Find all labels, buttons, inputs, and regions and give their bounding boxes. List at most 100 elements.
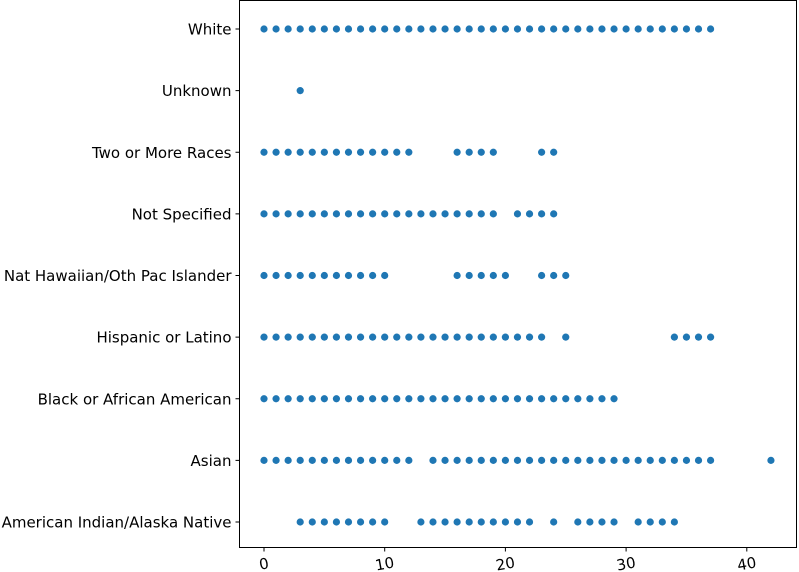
data-point xyxy=(646,456,654,464)
data-point xyxy=(393,456,401,464)
data-point xyxy=(260,148,268,156)
data-point xyxy=(489,25,497,33)
data-point xyxy=(429,25,437,33)
data-point xyxy=(489,271,497,280)
data-point xyxy=(489,210,497,218)
data-point xyxy=(284,395,292,403)
data-point xyxy=(453,25,461,33)
data-point xyxy=(441,210,449,218)
data-point xyxy=(465,148,473,156)
data-point xyxy=(429,333,437,341)
data-point xyxy=(308,456,316,464)
data-point xyxy=(574,456,582,464)
data-point xyxy=(332,518,341,526)
data-point xyxy=(429,395,437,403)
data-point xyxy=(453,518,461,526)
data-point xyxy=(393,148,401,156)
data-point xyxy=(260,395,268,403)
data-point xyxy=(332,210,341,218)
data-point xyxy=(562,456,570,464)
data-point xyxy=(356,456,365,464)
y-tick-label: Black or African American xyxy=(38,390,232,408)
data-point xyxy=(694,456,703,464)
data-point xyxy=(694,25,703,33)
data-point xyxy=(308,271,316,280)
data-point xyxy=(610,395,618,403)
data-point xyxy=(550,148,558,156)
data-point xyxy=(465,395,473,403)
data-point xyxy=(682,456,691,464)
data-point xyxy=(670,456,678,464)
data-point xyxy=(332,271,341,280)
data-point xyxy=(441,25,449,33)
data-point xyxy=(260,333,268,341)
data-point xyxy=(610,518,618,526)
data-point xyxy=(513,210,522,218)
data-point xyxy=(538,148,546,156)
data-point xyxy=(260,210,268,218)
data-point xyxy=(598,25,606,33)
data-point xyxy=(453,456,461,464)
data-point xyxy=(513,333,522,341)
data-point xyxy=(477,271,485,280)
data-point xyxy=(538,271,546,280)
data-point xyxy=(405,148,413,156)
data-point xyxy=(670,518,678,526)
data-point xyxy=(320,148,328,156)
data-point xyxy=(320,518,328,526)
data-point xyxy=(694,333,703,341)
x-tick-label: 20 xyxy=(494,553,516,572)
y-tick-label: Hispanic or Latino xyxy=(96,329,231,347)
data-point xyxy=(586,518,594,526)
data-point xyxy=(706,25,715,33)
data-point xyxy=(405,25,413,33)
y-tick-label: Nat Hawaiian/Oth Pac Islander xyxy=(4,267,232,285)
data-point xyxy=(634,456,642,464)
data-point xyxy=(525,518,534,526)
y-tick-label: White xyxy=(188,21,232,39)
y-tick-label: American Indian/Alaska Native xyxy=(2,514,232,532)
data-point xyxy=(550,210,558,218)
data-point xyxy=(429,456,437,464)
data-point xyxy=(538,456,546,464)
data-point xyxy=(586,395,594,403)
data-point xyxy=(501,333,509,341)
data-point xyxy=(574,25,582,33)
data-point xyxy=(356,395,365,403)
data-point xyxy=(369,333,377,341)
data-point xyxy=(501,518,509,526)
data-point xyxy=(320,210,328,218)
data-point xyxy=(453,148,461,156)
y-tick-label: Two or More Races xyxy=(91,144,232,162)
data-point xyxy=(369,148,377,156)
data-point xyxy=(622,456,630,464)
data-point xyxy=(284,148,292,156)
data-point xyxy=(489,518,497,526)
data-point xyxy=(296,210,304,218)
data-point xyxy=(501,456,509,464)
y-tick-label: Asian xyxy=(191,452,232,470)
data-point xyxy=(550,271,558,280)
data-point xyxy=(477,148,485,156)
data-point xyxy=(441,333,449,341)
data-point xyxy=(332,456,341,464)
data-point xyxy=(658,518,666,526)
data-point xyxy=(296,25,304,33)
data-point xyxy=(381,518,389,526)
data-point xyxy=(344,518,353,526)
data-point xyxy=(477,395,485,403)
data-point xyxy=(381,148,389,156)
data-point xyxy=(417,210,425,218)
data-point xyxy=(634,518,642,526)
data-point xyxy=(634,25,642,33)
data-point xyxy=(369,456,377,464)
x-axis: 0 10 20 30 40 xyxy=(258,547,758,572)
data-point xyxy=(356,333,365,341)
data-point xyxy=(658,25,666,33)
data-point xyxy=(598,395,606,403)
data-point xyxy=(489,395,497,403)
data-point xyxy=(284,271,292,280)
data-point xyxy=(393,333,401,341)
data-point xyxy=(429,518,437,526)
